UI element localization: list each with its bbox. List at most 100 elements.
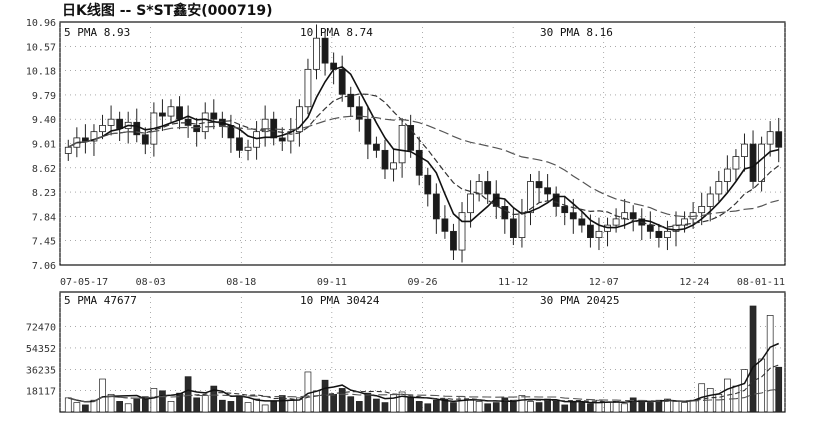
candle-body [424, 174, 432, 195]
volume-bar [116, 401, 123, 413]
volume-gridlines [59, 292, 786, 412]
candle-body [201, 112, 209, 133]
candle-body [578, 218, 586, 226]
candle-body [450, 230, 457, 251]
candle-body [373, 143, 380, 151]
candle-body [501, 206, 509, 220]
volume-bar [595, 399, 603, 413]
volume-bar [450, 402, 457, 413]
volume-bar [441, 398, 449, 413]
volume-bar [467, 399, 474, 413]
volume-bar [270, 401, 278, 413]
x-tick-label: 08-03 [136, 277, 166, 288]
volume-bar [278, 395, 286, 413]
volume-y-tick-label: 72470 [26, 323, 56, 334]
volume-bar [510, 399, 517, 413]
price-ma10-label: 10 PMA 8.74 [300, 26, 373, 39]
price-moving-averages [67, 66, 780, 231]
candle-body [775, 131, 783, 148]
volume-bar [612, 401, 620, 413]
candle-body [295, 106, 303, 133]
volume-bar [664, 398, 671, 413]
candle-body [655, 230, 663, 238]
candle-body [193, 125, 201, 133]
volume-bar [749, 305, 757, 413]
volume-ma10-line [68, 364, 779, 403]
volume-bar [124, 403, 132, 413]
volume-ma5-label: 5 PMA 47677 [64, 294, 137, 307]
candle-body [441, 218, 449, 232]
volume-bar [193, 397, 201, 413]
candle-body [758, 143, 765, 182]
volume-bar [159, 390, 166, 413]
candle-body [484, 181, 492, 195]
candle-body [723, 168, 731, 182]
volume-bar [236, 396, 243, 413]
volume-bar [338, 388, 346, 413]
price-y-tick-label: 9.79 [32, 91, 56, 102]
price-ma30-label: 30 PMA 8.16 [540, 26, 613, 39]
volume-bar [321, 379, 329, 413]
volume-bar [107, 393, 115, 413]
candle-body [261, 118, 269, 133]
volume-bar [287, 399, 295, 413]
chart-title: 日K线图 -- S*ST鑫安(000719) [62, 2, 273, 19]
volume-ma10-label: 10 PMA 30424 [300, 294, 380, 307]
volume-bar [492, 402, 500, 413]
price-y-tick-label: 8.62 [32, 164, 56, 175]
volume-bar [424, 403, 432, 413]
volume-bar [176, 392, 183, 413]
volume-bar [646, 402, 654, 413]
candle-body [390, 162, 397, 170]
candle-body [141, 134, 149, 145]
price-y-axis: 10.96 10.57 10.18 9.79 9.40 9.01 8.62 8.23 7.84 7… [26, 18, 56, 272]
candle-body [544, 187, 552, 195]
candle-body [355, 106, 363, 120]
volume-bar [518, 395, 526, 413]
candle-body [321, 37, 329, 64]
candle-body [741, 143, 748, 157]
candle-body [407, 125, 415, 151]
volume-bar [261, 404, 269, 413]
price-y-tick-label: 7.84 [32, 212, 56, 223]
volume-bar [82, 404, 89, 413]
volume-bar [544, 398, 551, 413]
volume-bar [484, 403, 492, 413]
volume-ma5-line [68, 342, 779, 404]
volume-bar [141, 396, 149, 413]
candle-body [509, 218, 517, 238]
candle-body [518, 212, 526, 238]
candle-body [475, 181, 483, 195]
x-tick-label: 09-11 [317, 277, 347, 288]
price-ma5-line [67, 66, 779, 231]
volume-bar [587, 403, 594, 413]
volume-bar [201, 395, 209, 413]
volume-ma30-label: 30 PMA 20425 [540, 294, 619, 307]
candle-body [535, 181, 543, 189]
candle-body [236, 137, 243, 151]
price-y-tick-label: 9.40 [32, 115, 56, 126]
candle-body [715, 181, 723, 195]
candle-body [253, 131, 260, 148]
volume-bar [527, 401, 534, 413]
volume-bar [501, 397, 509, 413]
volume-bar [775, 366, 783, 413]
volume-bar [167, 401, 175, 413]
x-tick-label: 12-07 [589, 277, 619, 288]
candle-body [99, 125, 106, 133]
candle-body [133, 121, 141, 136]
candle-body [82, 137, 89, 142]
candle-body [415, 149, 423, 176]
volume-moving-averages [68, 342, 779, 404]
price-ma30-line [68, 115, 779, 218]
candle-body [176, 106, 183, 120]
candle-body [561, 206, 569, 214]
volume-bar [604, 402, 611, 413]
volume-bar [253, 398, 260, 413]
volume-bar [244, 402, 252, 413]
volume-bar-series [64, 305, 783, 413]
volume-bar [347, 396, 355, 413]
volume-bar [407, 397, 415, 413]
volume-bar [150, 388, 158, 413]
volume-bar [432, 399, 440, 413]
